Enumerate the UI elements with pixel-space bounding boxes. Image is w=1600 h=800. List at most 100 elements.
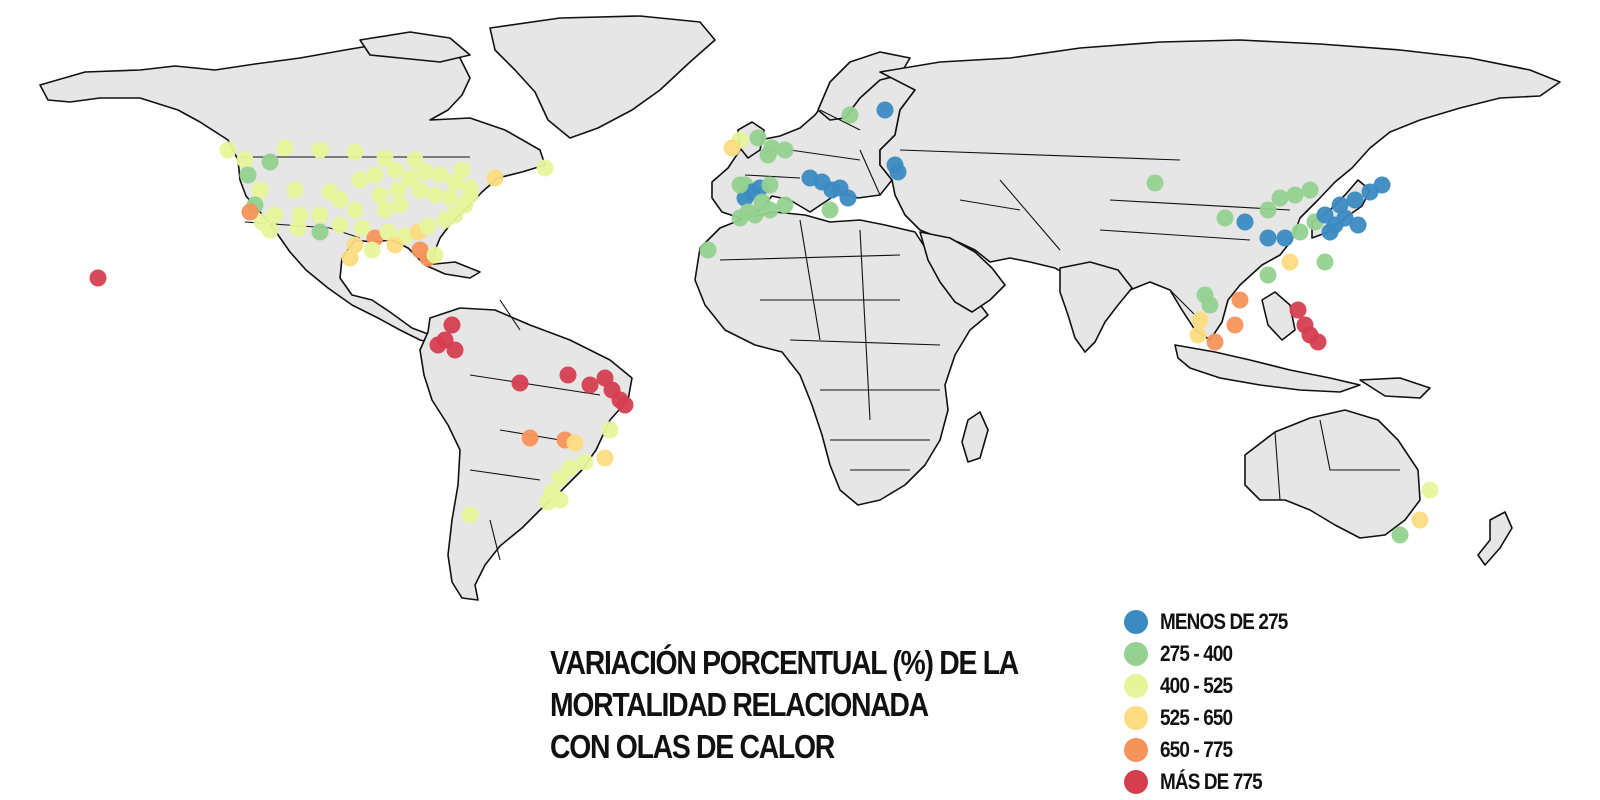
city-marker — [1301, 181, 1319, 199]
city-marker — [426, 246, 444, 264]
city-marker — [241, 203, 259, 221]
madagascar — [961, 411, 989, 463]
arctic-islands — [359, 31, 471, 63]
city-marker — [1421, 481, 1439, 499]
city-marker — [699, 241, 717, 259]
city-marker — [736, 189, 754, 207]
legend-swatch-yellow — [1124, 706, 1148, 730]
new-guinea — [1359, 377, 1431, 399]
city-marker — [1321, 223, 1339, 241]
city-marker — [1259, 201, 1277, 219]
city-marker — [596, 449, 614, 467]
city-marker — [239, 166, 257, 184]
city-marker — [416, 163, 434, 181]
southeast-asia-islands — [1174, 344, 1361, 393]
city-marker — [453, 161, 471, 179]
legend-item-525-650: 525 - 650 — [1124, 702, 1424, 734]
city-marker — [576, 453, 594, 471]
city-marker — [1189, 326, 1207, 344]
city-marker — [731, 176, 749, 194]
city-marker — [1309, 333, 1327, 351]
legend-label: 525 - 650 — [1160, 705, 1233, 730]
city-marker — [749, 129, 767, 147]
city-marker — [841, 106, 859, 124]
philippines — [1261, 291, 1296, 341]
city-marker — [746, 206, 764, 224]
city-marker — [379, 223, 397, 241]
city-marker — [219, 141, 237, 159]
city-marker — [261, 221, 279, 239]
city-marker — [1346, 191, 1364, 209]
city-marker — [419, 217, 437, 235]
city-marker — [251, 181, 269, 199]
city-marker — [366, 166, 384, 184]
city-marker — [401, 169, 419, 187]
city-marker — [1271, 189, 1289, 207]
city-marker — [761, 176, 779, 194]
city-marker — [331, 191, 349, 209]
city-marker — [831, 179, 849, 197]
city-marker — [431, 166, 449, 184]
title-line-1: VARIACIÓN PORCENTUAL (%) DE LA — [550, 644, 1019, 681]
city-marker — [1281, 253, 1299, 271]
city-marker — [461, 506, 479, 524]
arabian-peninsula — [919, 231, 1006, 313]
city-marker — [371, 186, 389, 204]
city-marker — [536, 159, 554, 177]
city-marker — [429, 336, 447, 354]
city-marker — [821, 201, 839, 219]
city-marker — [611, 391, 629, 409]
city-marker — [389, 181, 407, 199]
city-marker — [89, 269, 107, 287]
city-marker — [276, 139, 294, 157]
city-marker — [559, 366, 577, 384]
city-marker — [1146, 174, 1164, 192]
city-marker — [266, 206, 284, 224]
city-marker — [486, 169, 504, 187]
india — [1059, 261, 1133, 353]
legend-item-650-775: 650 - 775 — [1124, 734, 1424, 766]
city-marker — [601, 421, 619, 439]
map-title: VARIACIÓN PORCENTUAL (%) DE LA MORTALIDA… — [550, 642, 1032, 768]
city-marker — [331, 216, 349, 234]
land-masses — [39, 15, 1561, 601]
city-marker — [539, 493, 557, 511]
city-marker — [1391, 526, 1409, 544]
city-marker — [1191, 311, 1209, 329]
city-marker — [1226, 316, 1244, 334]
city-marker — [776, 196, 794, 214]
legend-item-275-400: 275 - 400 — [1124, 638, 1424, 670]
city-marker — [1373, 176, 1391, 194]
city-marker — [341, 249, 359, 267]
city-marker — [1196, 286, 1214, 304]
legend-label: MÁS DE 775 — [1160, 769, 1263, 794]
caribbean-islands — [424, 261, 481, 279]
city-marker — [236, 151, 254, 169]
city-marker — [363, 241, 381, 259]
city-marker — [1231, 291, 1249, 309]
city-marker — [1216, 209, 1234, 227]
legend-label: 650 - 775 — [1160, 737, 1233, 762]
city-marker — [521, 429, 539, 447]
city-marker — [376, 201, 394, 219]
city-marker — [1349, 216, 1367, 234]
city-marker — [406, 151, 424, 169]
city-marker — [376, 149, 394, 167]
city-marker — [426, 186, 444, 204]
city-marker — [386, 236, 404, 254]
legend: MENOS DE 275 275 - 400 400 - 525 525 - 6… — [1124, 606, 1424, 798]
title-line-2: MORTALIDAD RELACIONADA — [550, 686, 929, 723]
city-marker — [889, 163, 907, 181]
city-marker — [391, 196, 409, 214]
city-marker — [876, 101, 894, 119]
city-marker — [596, 369, 614, 387]
city-marker — [731, 209, 749, 227]
africa — [694, 211, 989, 506]
city-marker — [346, 201, 364, 219]
legend-swatch-green — [1124, 642, 1148, 666]
legend-swatch-orange — [1124, 738, 1148, 762]
legend-item-400-525: 400 - 525 — [1124, 670, 1424, 702]
city-markers — [89, 101, 1439, 544]
new-zealand — [1477, 511, 1513, 566]
